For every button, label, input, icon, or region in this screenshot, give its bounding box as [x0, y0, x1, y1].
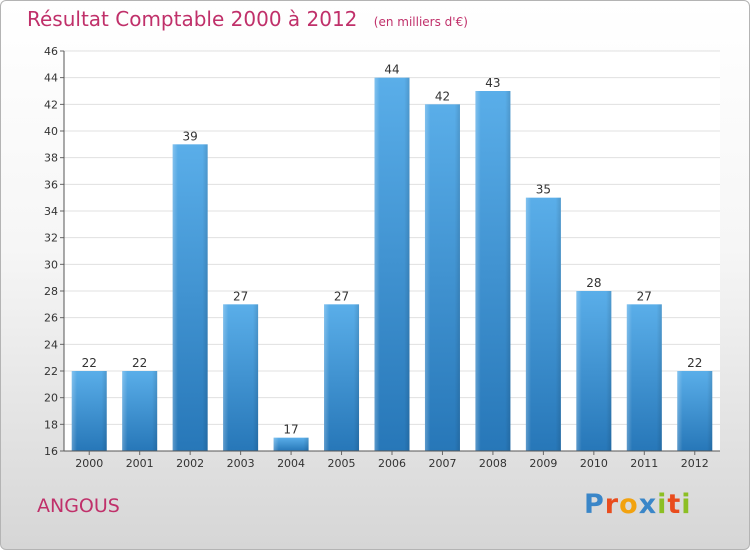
y-tick-label: 38: [44, 152, 58, 165]
bar-shading: [576, 291, 612, 451]
y-tick-label: 46: [44, 45, 58, 58]
y-tick-label: 28: [44, 285, 58, 298]
x-tick-label: 2004: [277, 457, 305, 470]
x-tick-label: 2010: [580, 457, 608, 470]
data-label: 43: [485, 76, 500, 90]
chart-subtitle: (en milliers d'€): [373, 15, 468, 29]
bar-shading: [324, 304, 360, 451]
data-label: 42: [435, 89, 450, 103]
x-tick-label: 2003: [227, 457, 255, 470]
y-tick-label: 34: [44, 205, 58, 218]
y-tick-label: 40: [44, 125, 58, 138]
y-tick-label: 44: [44, 72, 58, 85]
bar-shading: [172, 144, 208, 452]
bar-shading: [122, 371, 158, 451]
bar-shading: [424, 104, 460, 451]
y-tick-label: 36: [44, 178, 58, 191]
data-label: 44: [384, 63, 399, 77]
x-tick-label: 2011: [630, 457, 658, 470]
data-label: 22: [687, 356, 702, 370]
y-tick-label: 42: [44, 98, 58, 111]
bar-shading: [677, 371, 713, 451]
y-tick-label: 26: [44, 312, 58, 325]
proxiti-logo: Proxiti: [584, 489, 692, 520]
data-label: 35: [536, 183, 551, 197]
data-label: 28: [586, 276, 601, 290]
bar-shading: [525, 197, 561, 451]
y-tick-label: 20: [44, 392, 58, 405]
data-label: 22: [82, 356, 97, 370]
y-tick-label: 22: [44, 365, 58, 378]
x-tick-label: 2005: [328, 457, 356, 470]
bar-shading: [626, 304, 662, 451]
x-tick-label: 2006: [378, 457, 406, 470]
bar-shading: [71, 371, 107, 451]
x-tick-label: 2009: [529, 457, 557, 470]
data-label: 39: [183, 129, 198, 143]
bar-shading: [273, 437, 309, 451]
x-tick-label: 2001: [126, 457, 154, 470]
y-tick-label: 32: [44, 232, 58, 245]
y-tick-label: 18: [44, 418, 58, 431]
x-tick-label: 2008: [479, 457, 507, 470]
y-tick-label: 24: [44, 338, 58, 351]
y-tick-label: 16: [44, 445, 58, 458]
x-tick-label: 2007: [428, 457, 456, 470]
commune-name: ANGOUS: [37, 495, 120, 517]
data-label: 27: [334, 289, 349, 303]
x-tick-label: 2012: [681, 457, 709, 470]
data-label: 22: [132, 356, 147, 370]
y-tick-label: 30: [44, 258, 58, 271]
data-label: 17: [283, 423, 298, 437]
bar-shading: [223, 304, 259, 451]
bar-shading: [475, 91, 511, 451]
data-label: 27: [233, 289, 248, 303]
bar-shading: [374, 77, 410, 452]
data-label: 27: [637, 289, 652, 303]
x-tick-label: 2000: [75, 457, 103, 470]
x-tick-label: 2002: [176, 457, 204, 470]
chart-title: Résultat Comptable 2000 à 2012 (en milli…: [27, 7, 468, 31]
chart-title-text: Résultat Comptable 2000 à 2012: [27, 7, 358, 31]
